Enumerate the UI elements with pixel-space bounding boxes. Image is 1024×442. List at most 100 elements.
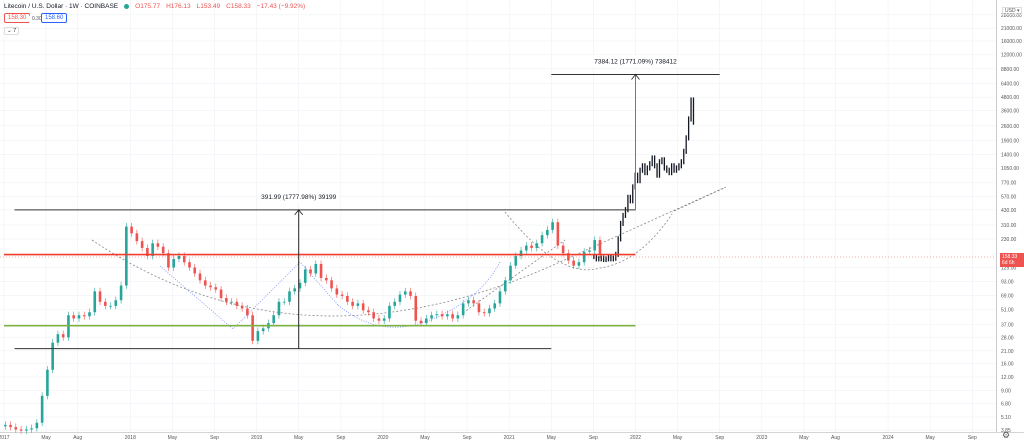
candle-body (298, 282, 302, 289)
candle-body (288, 291, 291, 302)
x-tick-label: May (168, 435, 178, 441)
y-tick-label: 12.00 (1001, 375, 1014, 381)
drawings (91, 186, 727, 330)
candle-body (572, 260, 575, 266)
candle-body (582, 251, 586, 263)
candle-body (272, 315, 275, 324)
y-tick-label: 1050.00 (1001, 166, 1019, 172)
candle-body (9, 424, 12, 428)
y-tick-label: 570.00 (1001, 195, 1017, 201)
candle-body (435, 314, 439, 316)
candle-body (351, 301, 354, 306)
candle-body (72, 315, 76, 319)
currency-selector[interactable]: USD ▾ (1002, 7, 1023, 15)
candle-body (293, 288, 297, 292)
y-tick-label: 1900.00 (1001, 138, 1019, 144)
candle-body (4, 424, 7, 427)
x-tick-label: 2023 (756, 435, 767, 441)
y-tick-label: 69.00 (1001, 293, 1014, 299)
candle-body (119, 285, 123, 301)
y-tick-label: 93.00 (1001, 279, 1014, 285)
candle-body (546, 229, 549, 236)
x-tick-label: 2021 (504, 435, 515, 441)
ohlc-change: −17.43 (−9.92%) (256, 3, 306, 10)
symbol-title[interactable]: Litecoin / U.S. Dollar · 1W · COINBASE (4, 3, 119, 10)
candle-body (461, 303, 465, 316)
buy-button[interactable]: 158.60 (41, 13, 68, 23)
y-tick-label: 4800.00 (1001, 95, 1019, 101)
gear-icon[interactable]: ⚙ (1002, 430, 1011, 440)
measure-label: 7384.12 (1771.09%) 738412 (594, 58, 677, 65)
candle-body (419, 320, 423, 324)
candle-body (225, 298, 228, 302)
price-axis[interactable]: 28000.00 21000.00 16000.00 12000.00 8800.00 6… (1001, 13, 1022, 434)
candle-body (167, 253, 170, 268)
candle-body (440, 314, 444, 317)
y-tick-label: 6.80 (1001, 401, 1011, 407)
y-tick-label: 21000.00 (1001, 26, 1022, 32)
candle-body (40, 395, 44, 423)
candle-body (19, 429, 23, 431)
candle-body (409, 291, 412, 296)
candle-body (114, 300, 118, 306)
candle-body (125, 226, 128, 286)
candle-body (103, 301, 107, 306)
candle-body (177, 255, 181, 260)
candle-body (467, 300, 470, 304)
candle-body (393, 301, 397, 306)
indicators-toggle[interactable]: ⌄ 7 (4, 27, 20, 35)
time-axis[interactable]: 2017 May Aug 2018 May Sep 2019 May Sep 2020 May Sep… (0, 435, 977, 441)
candle-body (240, 305, 244, 309)
candle-body (161, 246, 165, 254)
candle-body (535, 243, 539, 248)
y-tick-label: 770.00 (1001, 181, 1017, 187)
x-tick-label: May (799, 435, 809, 441)
candle-body (551, 222, 554, 230)
y-tick-label: 37.00 (1001, 322, 1014, 328)
candle-body (156, 243, 160, 247)
measure-label-bg (257, 190, 340, 203)
ohlc-close: C158.33 (226, 3, 251, 10)
candle-body (151, 243, 154, 256)
candle-body (414, 295, 418, 321)
y-tick-label: 6400.00 (1001, 82, 1019, 88)
arrow-head-icon (631, 73, 640, 80)
x-tick-label: May (925, 435, 935, 441)
x-tick-label: May (294, 435, 304, 441)
y-tick-label: 3.85 (1001, 428, 1011, 434)
candle-body (482, 312, 486, 314)
x-tick-label: Aug (73, 435, 82, 441)
candle-body (282, 301, 286, 303)
candle-body (198, 273, 202, 281)
candle-body (382, 318, 386, 321)
candle-body (493, 303, 497, 309)
candle-body (319, 263, 323, 278)
candle-body (214, 287, 218, 290)
y-tick-label: 430.00 (1001, 208, 1017, 214)
candle-body (140, 241, 144, 248)
candle-body (61, 334, 65, 338)
candle-body (109, 305, 112, 307)
candle-body (425, 318, 428, 324)
x-tick-label: May (420, 435, 430, 441)
sell-button[interactable]: 158.30 (4, 13, 31, 23)
x-tick-label: 2019 (251, 435, 262, 441)
candle-body (188, 262, 191, 268)
y-tick-label: 28000.00 (1001, 13, 1022, 19)
candle-body (130, 226, 133, 234)
candle-body (51, 342, 54, 370)
candle-body (514, 255, 518, 266)
x-tick-label: 2017 (0, 435, 10, 441)
candle-body (77, 315, 81, 319)
candle-body (193, 267, 197, 274)
x-tick-label: Sep (336, 435, 345, 441)
dashed-arc-small (504, 211, 673, 271)
x-tick-label: Sep (210, 435, 219, 441)
candle-body (203, 280, 207, 286)
candle-body (372, 312, 375, 319)
x-tick-label: 2022 (630, 435, 641, 441)
candle-body (146, 247, 149, 256)
candle-body (93, 291, 97, 313)
candle-body (325, 277, 328, 281)
